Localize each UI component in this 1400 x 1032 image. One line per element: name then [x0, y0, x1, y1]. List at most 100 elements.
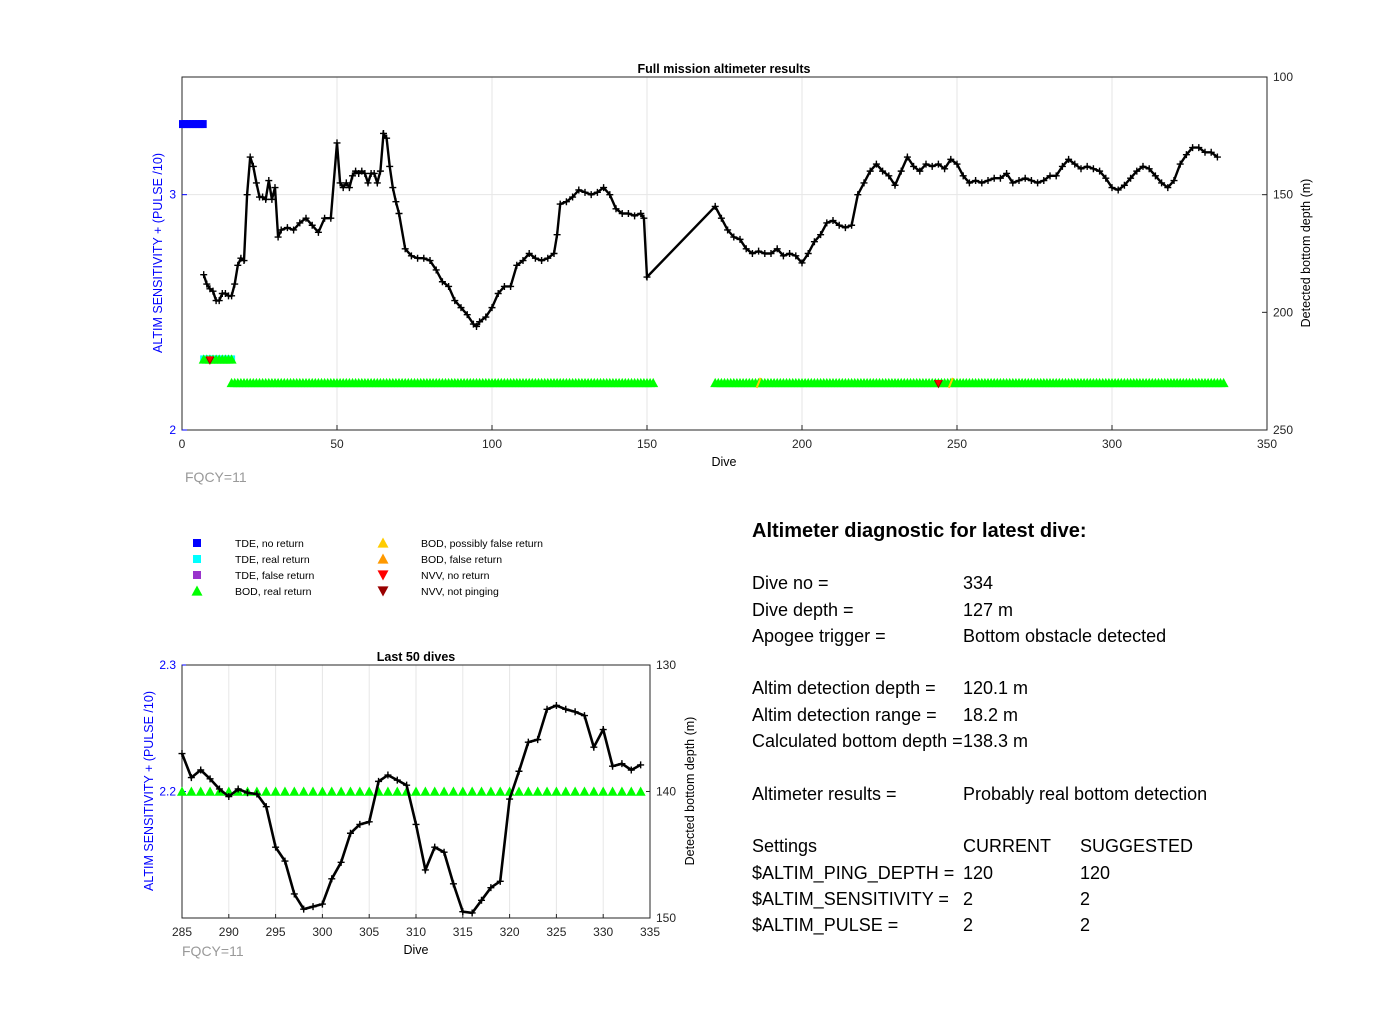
bod-real-return-marker [298, 786, 309, 796]
depth-point [872, 160, 880, 168]
depth-point [773, 245, 781, 253]
bod-real-return-marker [336, 786, 347, 796]
depth-point [384, 771, 392, 779]
depth-point [290, 890, 298, 898]
depth-point [440, 848, 448, 856]
depth-point [1065, 155, 1073, 163]
depth-point [380, 129, 387, 137]
depth-point [431, 843, 439, 851]
y-tick-label-right: 100 [1273, 70, 1293, 84]
depth-point [243, 191, 251, 199]
depth-point [1127, 174, 1135, 182]
calc-depth-value: 138.3 m [963, 731, 1029, 752]
depth-point [345, 184, 353, 192]
bod-real-return-marker [439, 786, 450, 796]
altim-depth-label: Altim detection depth = [752, 678, 936, 699]
depth-point [401, 245, 409, 253]
depth-point [203, 280, 211, 288]
depth-point [290, 226, 298, 234]
main-title: Full mission altimeter results [638, 62, 811, 76]
main-x-axis: 0 50 100 150 200 250 300 350 [179, 425, 1277, 451]
depth-point [590, 743, 598, 751]
depth-point [1145, 165, 1153, 173]
depth-point [386, 162, 394, 170]
bod-real-return-marker [523, 786, 534, 796]
bod-real-return-marker [205, 786, 216, 796]
depth-point [337, 858, 345, 866]
bod-real-return-marker [648, 377, 659, 388]
depth-point [580, 712, 588, 720]
depth-point [1170, 177, 1178, 185]
depth-point [364, 179, 372, 187]
depth-point [432, 266, 440, 274]
pulse-row: $ALTIM_PULSE = 2 2 [752, 912, 1372, 938]
depth-point [562, 198, 570, 206]
depth-point [804, 250, 812, 257]
legend-triangle-up-icon [377, 537, 389, 548]
depth-point [383, 134, 391, 142]
depth-point [403, 781, 411, 789]
legend-triangle-up-icon [377, 553, 389, 564]
ping-depth-current: 120 [963, 862, 994, 883]
depth-point [268, 195, 276, 203]
y-tick-label-right: 150 [1273, 188, 1293, 202]
last50-y-axis-right: 130 140 150 [646, 658, 676, 925]
last50-y-axis-left: 2.2 2.3 [159, 658, 186, 799]
last50-x-label: Dive [403, 943, 428, 957]
bod-real-return-marker [551, 786, 562, 796]
bod-real-return-marker [532, 786, 543, 796]
tde-no-return-marker [185, 120, 192, 129]
depth-point [252, 179, 260, 187]
depth-point [854, 191, 862, 199]
depth-point [531, 254, 539, 262]
depth-point [414, 254, 422, 262]
bod-real-return-marker [448, 786, 459, 796]
depth-point [1114, 186, 1122, 194]
depth-point [1058, 162, 1066, 170]
depth-point [200, 271, 208, 279]
results-label: Altimeter results = [752, 783, 897, 804]
depth-point [1195, 144, 1203, 152]
depth-point [420, 254, 428, 262]
depth-point [519, 257, 527, 265]
depth-point [553, 231, 561, 239]
depth-point [761, 250, 769, 257]
depth-point [959, 172, 967, 180]
depth-point [473, 322, 480, 330]
depth-point [373, 179, 381, 187]
depth-point [990, 174, 998, 182]
y-tick-label-left: 2.2 [159, 785, 176, 799]
depth-point [449, 880, 457, 888]
depth-point [300, 905, 308, 913]
x-tick-label: 350 [1257, 437, 1277, 451]
depth-point [272, 843, 280, 851]
depth-point [550, 250, 558, 257]
depth-point [835, 221, 843, 229]
depth-point [308, 221, 316, 229]
depth-point [265, 177, 273, 185]
depth-point [1071, 160, 1079, 168]
depth-point [407, 252, 415, 260]
apogee-row: Apogee trigger = Bottom obstacle detected [752, 623, 1372, 649]
legend-label: TDE, false return [235, 570, 315, 582]
depth-point [916, 167, 924, 175]
depth-point [544, 254, 552, 262]
diagnostic-title: Altimeter diagnostic for latest dive: [752, 520, 1087, 542]
legend-item: BOD, possibly false return [377, 537, 543, 550]
dive-no-label: Dive no = [752, 573, 829, 594]
depth-point [225, 793, 233, 801]
bod-real-return-marker [560, 786, 571, 796]
depth-point [339, 184, 347, 192]
depth-point [736, 235, 744, 243]
depth-point [593, 188, 601, 196]
bod-real-return-marker [1218, 377, 1229, 388]
y-tick-label-right: 200 [1273, 305, 1293, 319]
bod-real-return-marker [345, 786, 356, 796]
calc-depth-row: Calculated bottom depth = 138.3 m [752, 728, 1372, 754]
depth-point [1083, 162, 1091, 170]
bod-real-return-marker [326, 786, 337, 796]
bod-real-return-marker [392, 786, 403, 796]
depth-point [885, 172, 893, 180]
depth-point [627, 766, 635, 774]
